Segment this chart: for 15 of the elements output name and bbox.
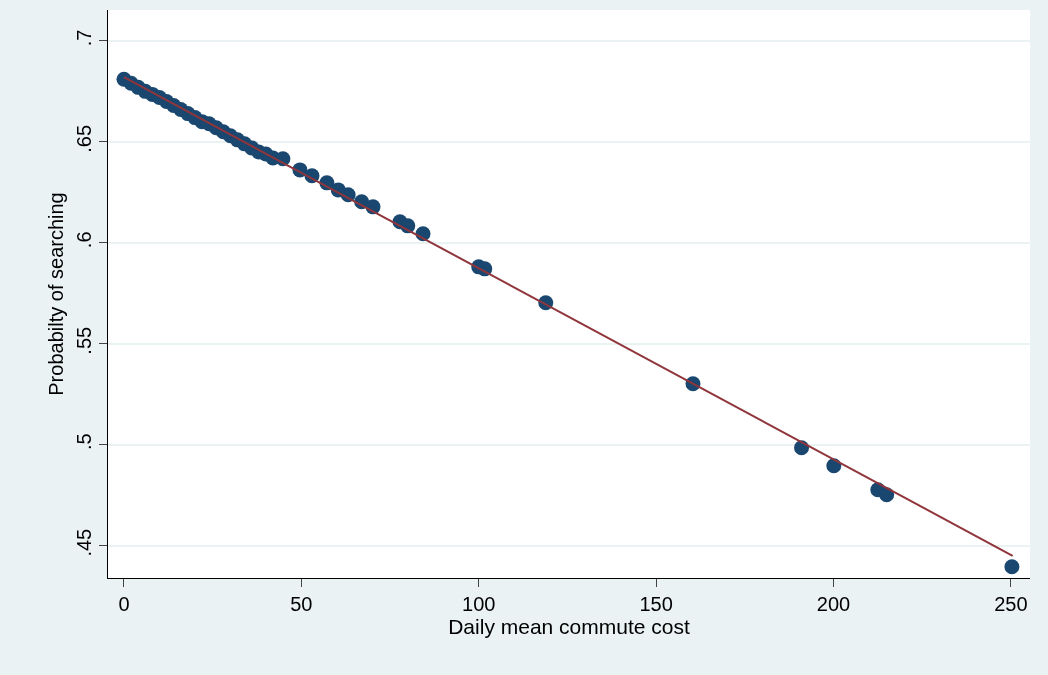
y-axis-title: Probabilty of searching [44,192,67,396]
x-tick-label: 0 [118,593,130,615]
x-tick-label: 200 [816,593,851,615]
y-tick-label: .45 [73,528,95,557]
point [1004,559,1020,575]
y-tick-label: .6 [73,231,95,249]
x-tick-label: 100 [462,593,496,615]
y-tick-label: .7 [73,29,95,47]
x-tick-label: 250 [994,593,1028,615]
y-tick-label: .5 [73,433,95,451]
y-tick-label: .65 [73,124,95,153]
x-tick-label: 50 [290,593,313,615]
x-axis-title: Daily mean commute cost [448,615,690,638]
y-tick-label: .55 [73,326,95,355]
x-tick-label: 150 [639,593,673,615]
